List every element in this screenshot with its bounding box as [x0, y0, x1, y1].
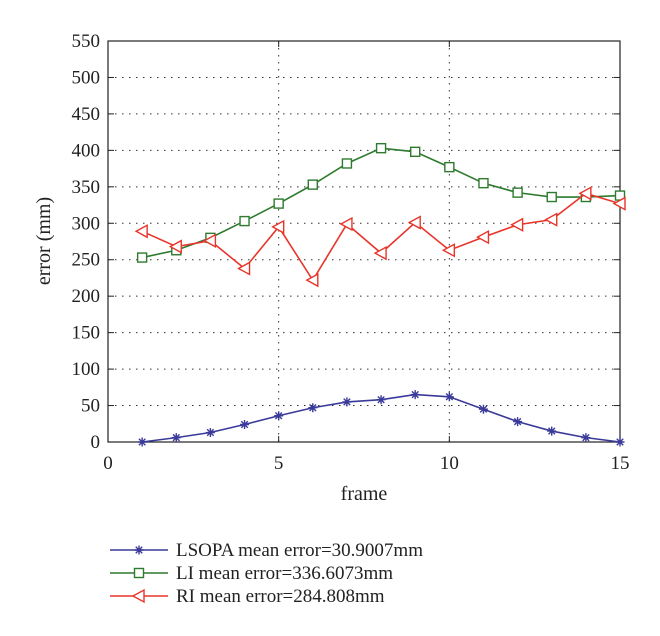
x-tick-label: 15 — [611, 453, 630, 474]
data-point — [202, 233, 217, 248]
data-point — [512, 187, 523, 198]
x-tick-label: 5 — [274, 453, 284, 474]
y-tick-label: 400 — [72, 140, 101, 161]
data-point — [513, 417, 523, 427]
data-point — [410, 390, 420, 400]
data-point — [168, 239, 182, 254]
data-point — [444, 392, 454, 402]
data-point — [410, 146, 421, 158]
legend-item-2: LI mean error=336.6073mm — [110, 563, 393, 584]
data-point — [478, 177, 489, 189]
legend-label: RI mean error=284.808mm — [176, 586, 385, 607]
x-tick-label: 10 — [440, 453, 459, 474]
y-axis-label: error (mm) — [33, 197, 55, 285]
data-point — [510, 217, 524, 232]
data-point — [134, 224, 148, 239]
data-point — [376, 395, 386, 405]
data-point — [578, 186, 592, 201]
y-tick-label: 0 — [91, 432, 101, 453]
y-tick-label: 350 — [72, 177, 101, 198]
data-point — [137, 437, 147, 447]
data-point — [271, 219, 285, 235]
data-point — [239, 215, 250, 227]
y-ticks: 0 50 100 150 200 250 300 350 400 450 500 550 — [72, 31, 620, 453]
data-point — [274, 411, 284, 421]
data-point — [375, 142, 387, 154]
plot-area — [107, 40, 621, 443]
data-point — [342, 397, 352, 407]
data-point — [441, 243, 456, 258]
data-point — [307, 179, 318, 190]
x-ticks: 0 5 10 15 — [103, 41, 630, 474]
data-point — [273, 198, 284, 209]
data-point — [373, 245, 387, 261]
data-point — [544, 212, 558, 227]
legend-marker — [134, 545, 144, 555]
series-1 — [137, 390, 625, 447]
y-tick-label: 200 — [72, 286, 101, 307]
y-tick-label: 300 — [72, 213, 101, 234]
y-tick-label: 550 — [72, 31, 101, 52]
legend-label: LSOPA mean error=30.9007mm — [176, 540, 423, 561]
data-point — [341, 158, 353, 169]
y-tick-label: 250 — [72, 250, 101, 271]
data-point — [205, 428, 215, 438]
data-point — [612, 196, 626, 211]
data-point — [339, 216, 353, 232]
data-point — [444, 161, 455, 173]
data-point — [240, 420, 250, 430]
y-tick-label: 150 — [72, 323, 101, 344]
legend-marker — [133, 567, 145, 579]
y-tick-label: 100 — [72, 359, 101, 380]
data-point — [476, 229, 490, 245]
y-tick-label: 50 — [81, 396, 100, 417]
legend-item-1: LSOPA mean error=30.9007mm — [110, 540, 423, 561]
legend-marker — [131, 588, 145, 604]
data-point — [478, 404, 488, 414]
data-point — [581, 433, 591, 443]
data-point — [615, 437, 625, 447]
x-axis-label: frame — [341, 483, 388, 505]
data-point — [407, 215, 421, 230]
data-point — [136, 252, 148, 263]
y-tick-label: 450 — [72, 104, 101, 125]
legend-label: LI mean error=336.6073mm — [176, 563, 393, 584]
data-point — [547, 426, 557, 436]
x-tick-label: 0 — [103, 453, 113, 474]
legend-item-3: RI mean error=284.808mm — [110, 586, 385, 607]
data-point — [546, 191, 557, 203]
data-point — [308, 403, 318, 413]
data-point — [237, 261, 251, 276]
series-layer — [134, 142, 626, 447]
data-point — [171, 433, 181, 443]
data-point — [305, 272, 319, 288]
grid-lines — [108, 41, 620, 442]
y-tick-label: 500 — [72, 67, 101, 88]
series-3 — [134, 186, 626, 288]
